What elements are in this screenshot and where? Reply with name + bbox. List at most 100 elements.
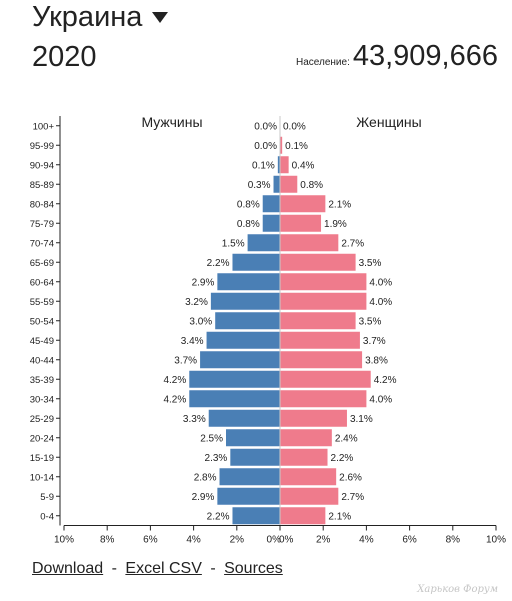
bar-male <box>277 156 280 174</box>
y-tick-label: 75-79 <box>30 219 54 230</box>
y-tick-label: 35-39 <box>30 375 54 386</box>
sources-link[interactable]: Sources <box>224 560 283 577</box>
y-tick-label: 25-29 <box>30 414 54 425</box>
y-tick-label: 85-89 <box>30 180 54 191</box>
x-tick-label: 8% <box>446 535 461 546</box>
value-label-female: 2.6% <box>339 472 362 483</box>
value-label-male: 2.2% <box>207 258 230 269</box>
value-label-male: 2.2% <box>207 511 230 522</box>
bar-male <box>262 195 280 213</box>
bar-female <box>280 468 337 486</box>
value-label-male: 0.1% <box>252 160 275 171</box>
value-label-female: 4.0% <box>369 297 392 308</box>
value-label-male: 0.3% <box>248 180 271 191</box>
excel-csv-link[interactable]: Excel CSV <box>125 560 202 577</box>
bar-female <box>280 487 339 505</box>
y-tick-label: 55-59 <box>30 297 54 308</box>
bar-male <box>226 429 280 447</box>
bar-male <box>262 214 280 232</box>
y-tick-label: 45-49 <box>30 336 54 347</box>
value-label-female: 2.1% <box>328 511 351 522</box>
y-tick-label: 50-54 <box>30 316 54 327</box>
bar-female <box>280 234 339 252</box>
x-tick-label: 4% <box>186 535 201 546</box>
value-label-male: 0.0% <box>254 121 277 132</box>
x-tick-label: 10% <box>54 535 74 546</box>
y-tick-label: 15-19 <box>30 453 54 464</box>
y-tick-label: 90-94 <box>30 160 54 171</box>
x-tick-label: 2% <box>230 535 245 546</box>
value-label-male: 0.8% <box>237 219 260 230</box>
value-label-male: 2.9% <box>192 492 215 503</box>
population-label: Население: <box>295 57 350 68</box>
header: Украина 2020 Население: 43,909,666 <box>0 0 512 80</box>
x-tick-label: 2% <box>316 535 331 546</box>
bar-female <box>280 292 367 310</box>
bar-female <box>280 507 326 525</box>
value-label-female: 0.0% <box>283 121 306 132</box>
value-label-male: 2.3% <box>205 453 228 464</box>
x-tick-label: 10% <box>486 535 506 546</box>
population-pyramid-chart: Мужчины Женщины 0.0% 0.0% 100+ 0.0% 0.1% 95-99 0… <box>30 114 506 546</box>
country-selector[interactable]: Украина <box>32 0 169 34</box>
bar-male <box>232 507 280 525</box>
value-label-female: 4.0% <box>369 394 392 405</box>
y-tick-label: 80-84 <box>30 199 54 210</box>
bar-female <box>280 312 356 330</box>
x-tick-label: 4% <box>359 535 374 546</box>
bar-female <box>280 390 367 408</box>
value-label-female: 3.7% <box>363 336 386 347</box>
bar-female <box>280 429 332 447</box>
bar-male <box>200 351 280 369</box>
bar-male <box>232 253 280 271</box>
y-tick-label: 30-34 <box>30 394 54 405</box>
bar-female <box>280 409 347 427</box>
bar-male <box>206 331 280 349</box>
x-tick-label: 0% <box>279 535 294 546</box>
bar-female <box>280 214 322 232</box>
bar-male <box>189 370 280 388</box>
bar-female <box>280 351 363 369</box>
y-tick-label: 0-4 <box>40 511 54 522</box>
value-label-male: 3.3% <box>183 414 206 425</box>
series-label-male: Мужчины <box>141 114 202 130</box>
bar-female <box>280 448 328 466</box>
value-label-male: 3.7% <box>174 355 197 366</box>
series-label-female: Женщины <box>356 114 421 130</box>
value-label-female: 2.1% <box>328 199 351 210</box>
population-value: 43,909,666 <box>352 40 498 72</box>
value-label-female: 0.8% <box>300 180 323 191</box>
year-label: 2020 <box>32 41 97 73</box>
value-label-male: 3.0% <box>189 316 212 327</box>
bar-male <box>230 448 280 466</box>
bar-male <box>217 487 280 505</box>
value-label-male: 4.2% <box>163 394 186 405</box>
value-label-female: 2.7% <box>341 238 364 249</box>
x-tick-label: 0% <box>267 535 282 546</box>
bar-male <box>219 468 280 486</box>
download-link[interactable]: Download <box>32 560 104 577</box>
bar-male <box>217 273 280 291</box>
value-label-female: 3.1% <box>350 414 373 425</box>
population: Население: 43,909,666 <box>296 40 498 73</box>
watermark-logo: Харьков Форум <box>417 584 498 595</box>
value-label-female: 3.5% <box>359 258 382 269</box>
country-name: Украина <box>32 1 143 33</box>
caret-down-icon <box>152 11 169 23</box>
value-label-male: 2.8% <box>194 472 217 483</box>
bar-male <box>208 409 280 427</box>
value-label-female: 0.4% <box>292 160 315 171</box>
value-label-female: 2.2% <box>331 453 354 464</box>
bar-female <box>280 136 283 154</box>
bar-male <box>189 390 280 408</box>
bar-female <box>280 195 326 213</box>
x-tick-label: 6% <box>143 535 158 546</box>
bar-male <box>273 175 280 193</box>
value-label-male: 4.2% <box>163 375 186 386</box>
value-label-male: 3.4% <box>181 336 204 347</box>
value-label-female: 3.5% <box>359 316 382 327</box>
value-label-female: 4.2% <box>374 375 397 386</box>
bar-female <box>280 253 356 271</box>
value-label-male: 3.2% <box>185 297 208 308</box>
value-label-female: 0.1% <box>285 141 308 152</box>
